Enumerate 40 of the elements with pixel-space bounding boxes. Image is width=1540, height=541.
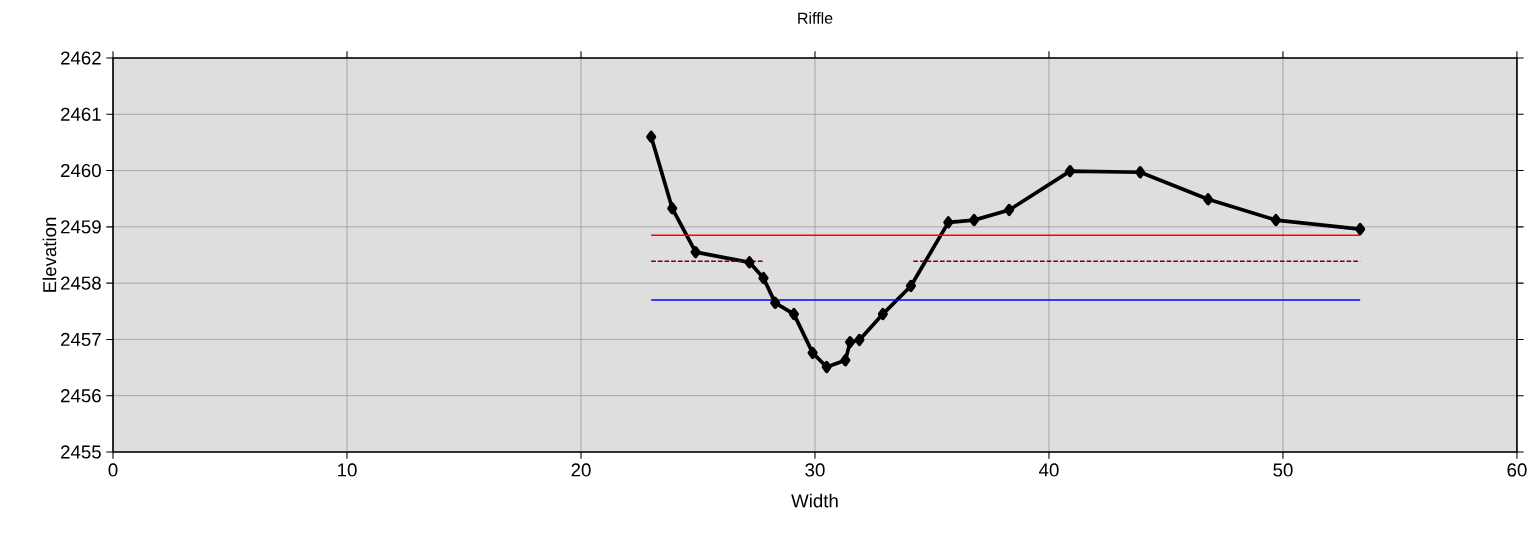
point	[788, 307, 799, 321]
point	[744, 256, 755, 269]
point	[854, 333, 865, 347]
point	[646, 130, 657, 143]
point	[770, 296, 781, 309]
x-tick-label: 50	[1273, 463, 1293, 477]
x-tick-label: 30	[805, 463, 825, 477]
y-tick-label: 2455	[61, 445, 101, 459]
point	[758, 271, 769, 285]
point	[943, 216, 954, 229]
point	[1355, 222, 1366, 236]
point	[905, 279, 916, 293]
point	[1203, 193, 1214, 206]
x-tick-label: 10	[338, 463, 357, 477]
x-axis-title: Width	[791, 493, 838, 508]
y-tick-label: 2459	[61, 220, 101, 234]
point	[1135, 166, 1146, 179]
y-tick-label: 2461	[61, 107, 101, 121]
point	[1270, 213, 1281, 227]
y-tick-label: 2462	[61, 51, 101, 65]
point	[667, 202, 678, 215]
point	[877, 307, 888, 321]
y-axis-title: Elevation	[42, 217, 57, 292]
point	[1004, 203, 1015, 217]
y-tick-label: 2458	[61, 276, 101, 290]
point	[969, 213, 980, 227]
point	[845, 336, 856, 349]
x-tick-label: 40	[1039, 463, 1059, 477]
x-tick-label: 20	[571, 463, 591, 477]
x-tick-label: 0	[108, 463, 118, 477]
y-tick-label: 2457	[61, 332, 101, 347]
y-tick-label: 2460	[61, 163, 101, 178]
point	[1064, 165, 1076, 178]
x-tick-label: 60	[1507, 463, 1527, 477]
point	[807, 346, 818, 360]
y-tick-label: 2456	[61, 389, 101, 403]
chart-title: Riffle	[798, 12, 833, 24]
point	[690, 246, 701, 259]
point	[840, 354, 851, 367]
point	[821, 360, 832, 374]
